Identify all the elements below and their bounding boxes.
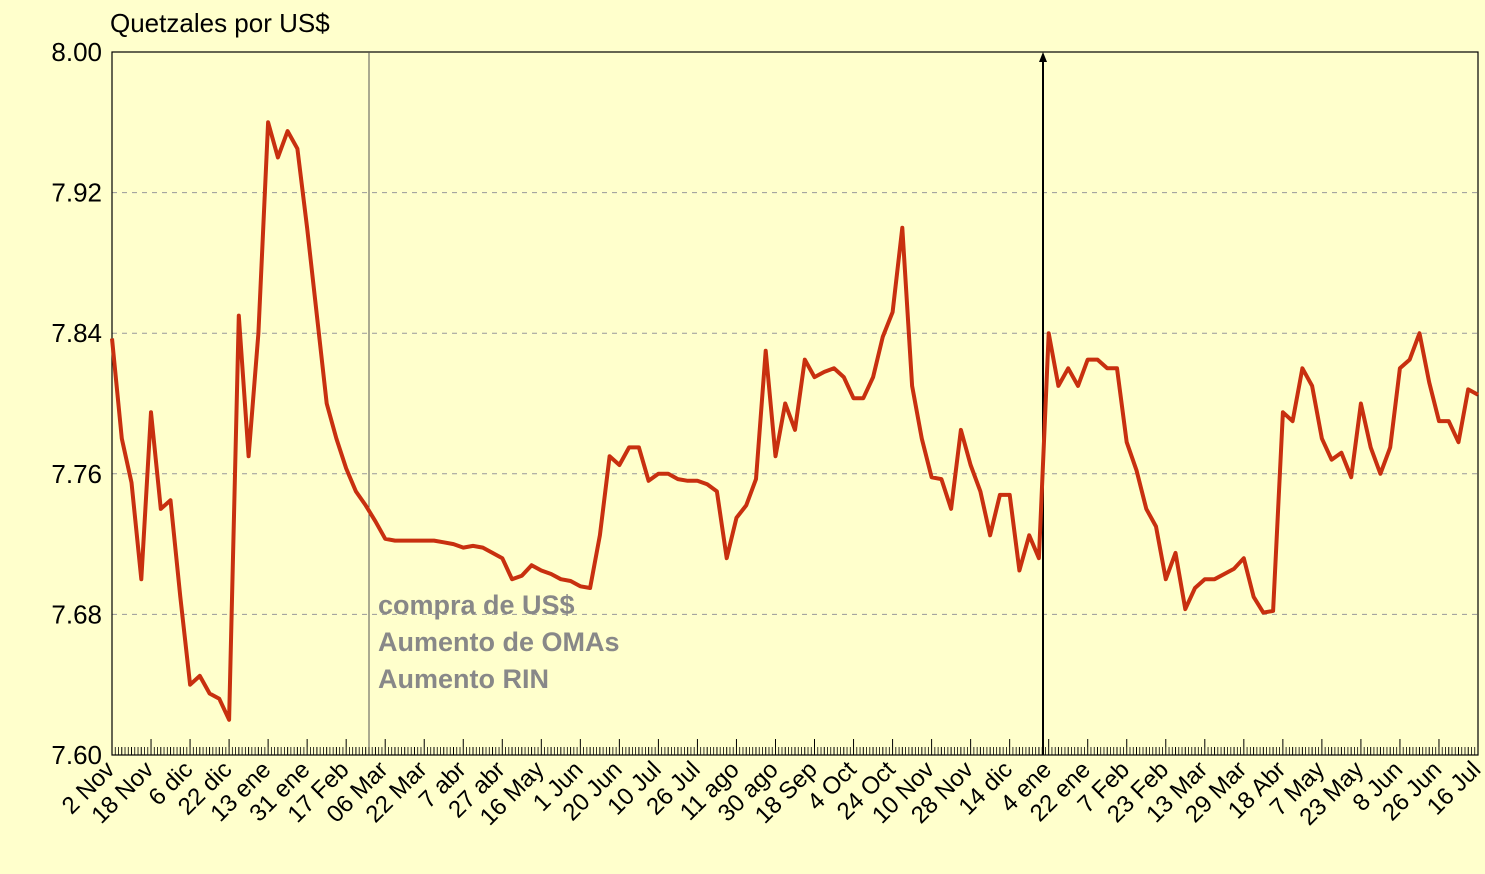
y-axis-title: Quetzales por US$ [110,8,330,38]
y-tick-label: 8.00 [51,37,102,67]
y-tick-label: 7.92 [51,178,102,208]
y-tick-label: 7.76 [51,459,102,489]
annotation: Aumento RIN [378,664,549,694]
series-line [110,120,1479,722]
y-tick-label: 7.84 [51,318,102,348]
event-arrow [1039,52,1047,62]
annotation: compra de US$ [378,590,575,620]
y-tick-label: 7.68 [51,599,102,629]
annotation: Aumento de OMAs [378,627,620,657]
y-tick-label: 7.60 [51,740,102,770]
